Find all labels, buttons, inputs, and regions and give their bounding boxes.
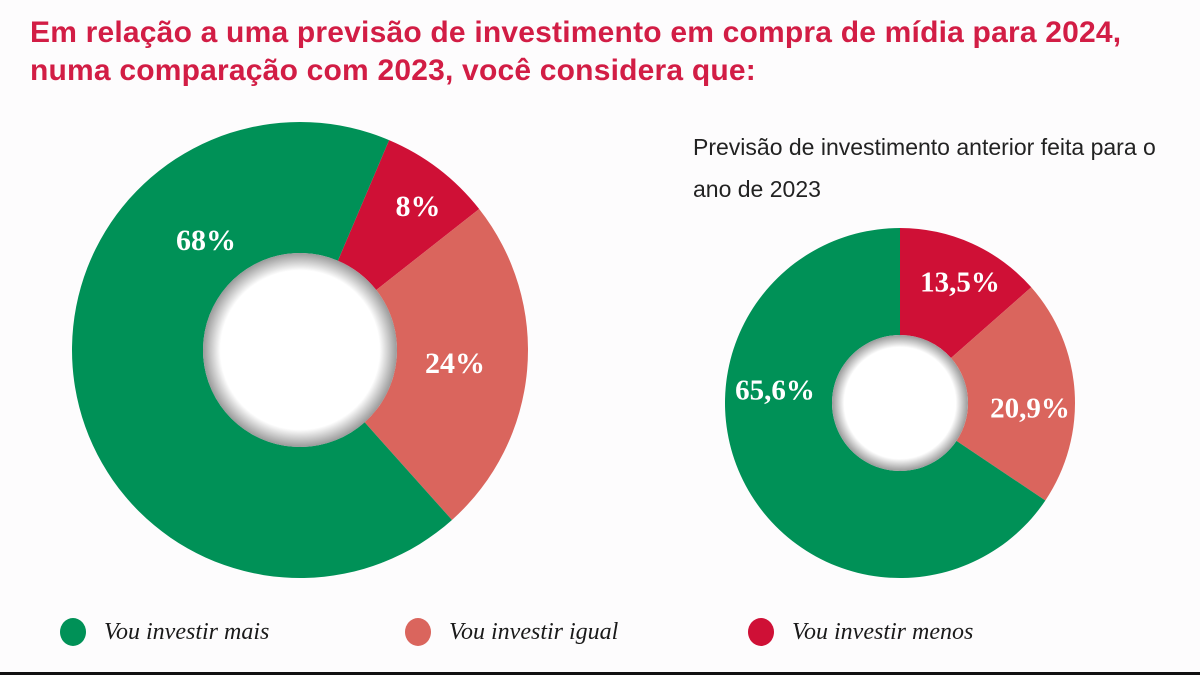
donut-slice-vou-investir-menos: [900, 228, 1032, 359]
data-label: 13,5%: [920, 267, 1000, 299]
donut-slice-vou-investir-menos: [337, 140, 480, 291]
donut-hole: [832, 335, 968, 471]
data-label: 68%: [176, 224, 236, 257]
chart-title: Em relação a uma previsão de investiment…: [30, 16, 1122, 87]
legend-swatch-salmon: [405, 618, 431, 646]
legend-label: Vou investir mais: [104, 618, 270, 645]
donut-slice-vou-investir-mais: [725, 228, 1046, 578]
donut-slice-vou-investir-igual: [364, 209, 528, 520]
legend-item-menos: Vou investir menos: [748, 618, 973, 646]
legend-label: Vou investir igual: [449, 618, 619, 645]
data-label: 24%: [425, 347, 485, 380]
data-label: 20,9%: [990, 393, 1070, 425]
donut-slice-vou-investir-igual: [951, 287, 1075, 501]
legend: Vou investir mais Vou investir igual Vou…: [0, 618, 1200, 654]
legend-swatch-red: [748, 618, 774, 646]
second-chart-title: Previsão de investimento anterior feita …: [693, 134, 1156, 202]
data-label: 8%: [396, 190, 441, 223]
data-label: 65,6%: [735, 375, 815, 407]
legend-item-mais: Vou investir mais: [60, 618, 269, 646]
bottom-border: [0, 672, 1200, 675]
legend-item-igual: Vou investir igual: [405, 618, 618, 646]
donut-hole: [203, 253, 397, 447]
donut-slice-vou-investir-mais: [71, 121, 452, 578]
legend-label: Vou investir menos: [792, 618, 974, 645]
legend-swatch-green: [60, 618, 86, 646]
